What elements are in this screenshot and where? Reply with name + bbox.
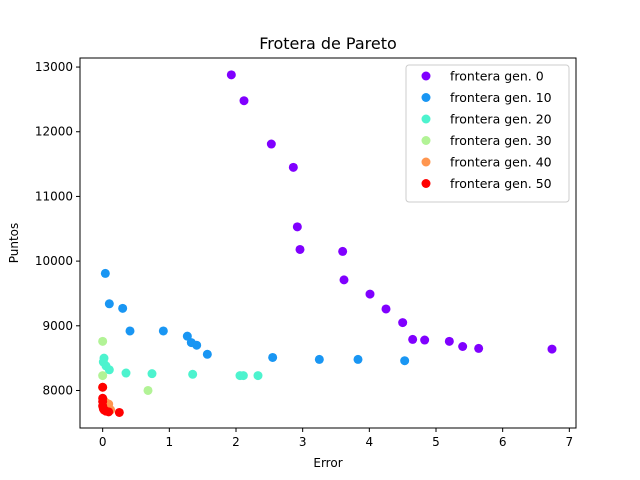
data-point <box>192 340 202 350</box>
legend-box <box>405 64 570 203</box>
data-point <box>314 354 324 364</box>
y-axis-label: Puntos <box>7 223 21 264</box>
data-point <box>238 371 248 381</box>
legend-marker <box>421 114 431 124</box>
series-frontera-gen-10 <box>100 268 410 366</box>
legend-entry: frontera gen. 40 <box>450 155 552 170</box>
legend-marker <box>421 136 431 145</box>
legend-marker <box>421 93 431 102</box>
legend-entry: frontera gen. 30 <box>450 133 552 148</box>
x-tick-label: 5 <box>432 435 440 449</box>
data-point <box>104 365 114 375</box>
data-point <box>458 341 468 351</box>
x-tick-label: 0 <box>99 435 107 449</box>
legend: frontera gen. 0 frontera gen. 10 frontera … <box>405 64 570 203</box>
data-point <box>98 336 108 346</box>
x-tick-label: 3 <box>299 435 307 449</box>
data-point <box>121 368 131 378</box>
x-tick-label: 1 <box>166 435 174 449</box>
axis-ticks: 0 1 2 3 4 5 6 7 8000 9000 10000 11000 12000 13000 <box>35 60 573 449</box>
data-point <box>239 96 249 106</box>
legend-entry: frontera gen. 10 <box>450 90 552 105</box>
data-point <box>253 371 263 381</box>
data-point <box>98 371 108 381</box>
data-point <box>104 299 114 309</box>
series-frontera-gen-20 <box>98 353 263 381</box>
data-point <box>338 246 348 256</box>
x-tick-label: 4 <box>366 435 374 449</box>
data-point <box>398 318 408 328</box>
data-point <box>226 70 236 80</box>
data-point <box>400 356 410 366</box>
data-points <box>98 70 557 417</box>
legend-entry: frontera gen. 50 <box>450 176 552 191</box>
y-tick-label: 13000 <box>35 60 73 74</box>
y-tick-label: 11000 <box>35 189 73 203</box>
x-axis-label: Error <box>313 456 342 470</box>
y-tick-label: 12000 <box>35 125 73 139</box>
data-point <box>100 268 110 278</box>
data-point <box>268 352 278 362</box>
data-point <box>143 385 153 395</box>
data-point <box>147 369 157 379</box>
series-frontera-gen-50 <box>98 382 124 417</box>
data-point <box>444 336 454 346</box>
data-point <box>474 343 484 353</box>
data-point <box>182 331 192 341</box>
data-point <box>295 244 305 254</box>
data-point <box>118 303 128 313</box>
y-tick-label: 9000 <box>42 319 73 333</box>
data-point <box>98 357 108 367</box>
y-tick-label: 10000 <box>35 254 73 268</box>
data-point <box>98 382 108 392</box>
x-tick-label: 2 <box>232 435 240 449</box>
data-point <box>365 289 375 299</box>
data-point <box>408 334 418 344</box>
legend-entry: frontera gen. 20 <box>450 112 552 127</box>
x-tick-label: 7 <box>566 435 574 449</box>
x-tick-label: 6 <box>499 435 507 449</box>
series-frontera-gen-0 <box>226 70 557 354</box>
data-point <box>339 275 349 285</box>
data-point <box>188 369 198 379</box>
data-point <box>114 407 124 417</box>
data-point <box>125 326 135 336</box>
legend-marker <box>421 157 431 167</box>
data-point <box>381 304 391 314</box>
y-tick-label: 8000 <box>42 383 73 397</box>
data-point <box>547 344 557 354</box>
chart-title: Frotera de Pareto <box>259 34 397 53</box>
legend-marker <box>421 71 431 81</box>
data-point <box>266 139 276 149</box>
data-point <box>292 222 302 232</box>
data-point <box>420 335 430 345</box>
legend-marker <box>421 179 431 188</box>
series-frontera-gen-30 <box>98 336 153 395</box>
data-point <box>288 162 298 172</box>
data-point <box>104 407 114 417</box>
legend-entry: frontera gen. 0 <box>450 69 544 84</box>
data-point <box>353 354 363 364</box>
data-point <box>202 349 212 359</box>
data-point <box>158 326 168 336</box>
